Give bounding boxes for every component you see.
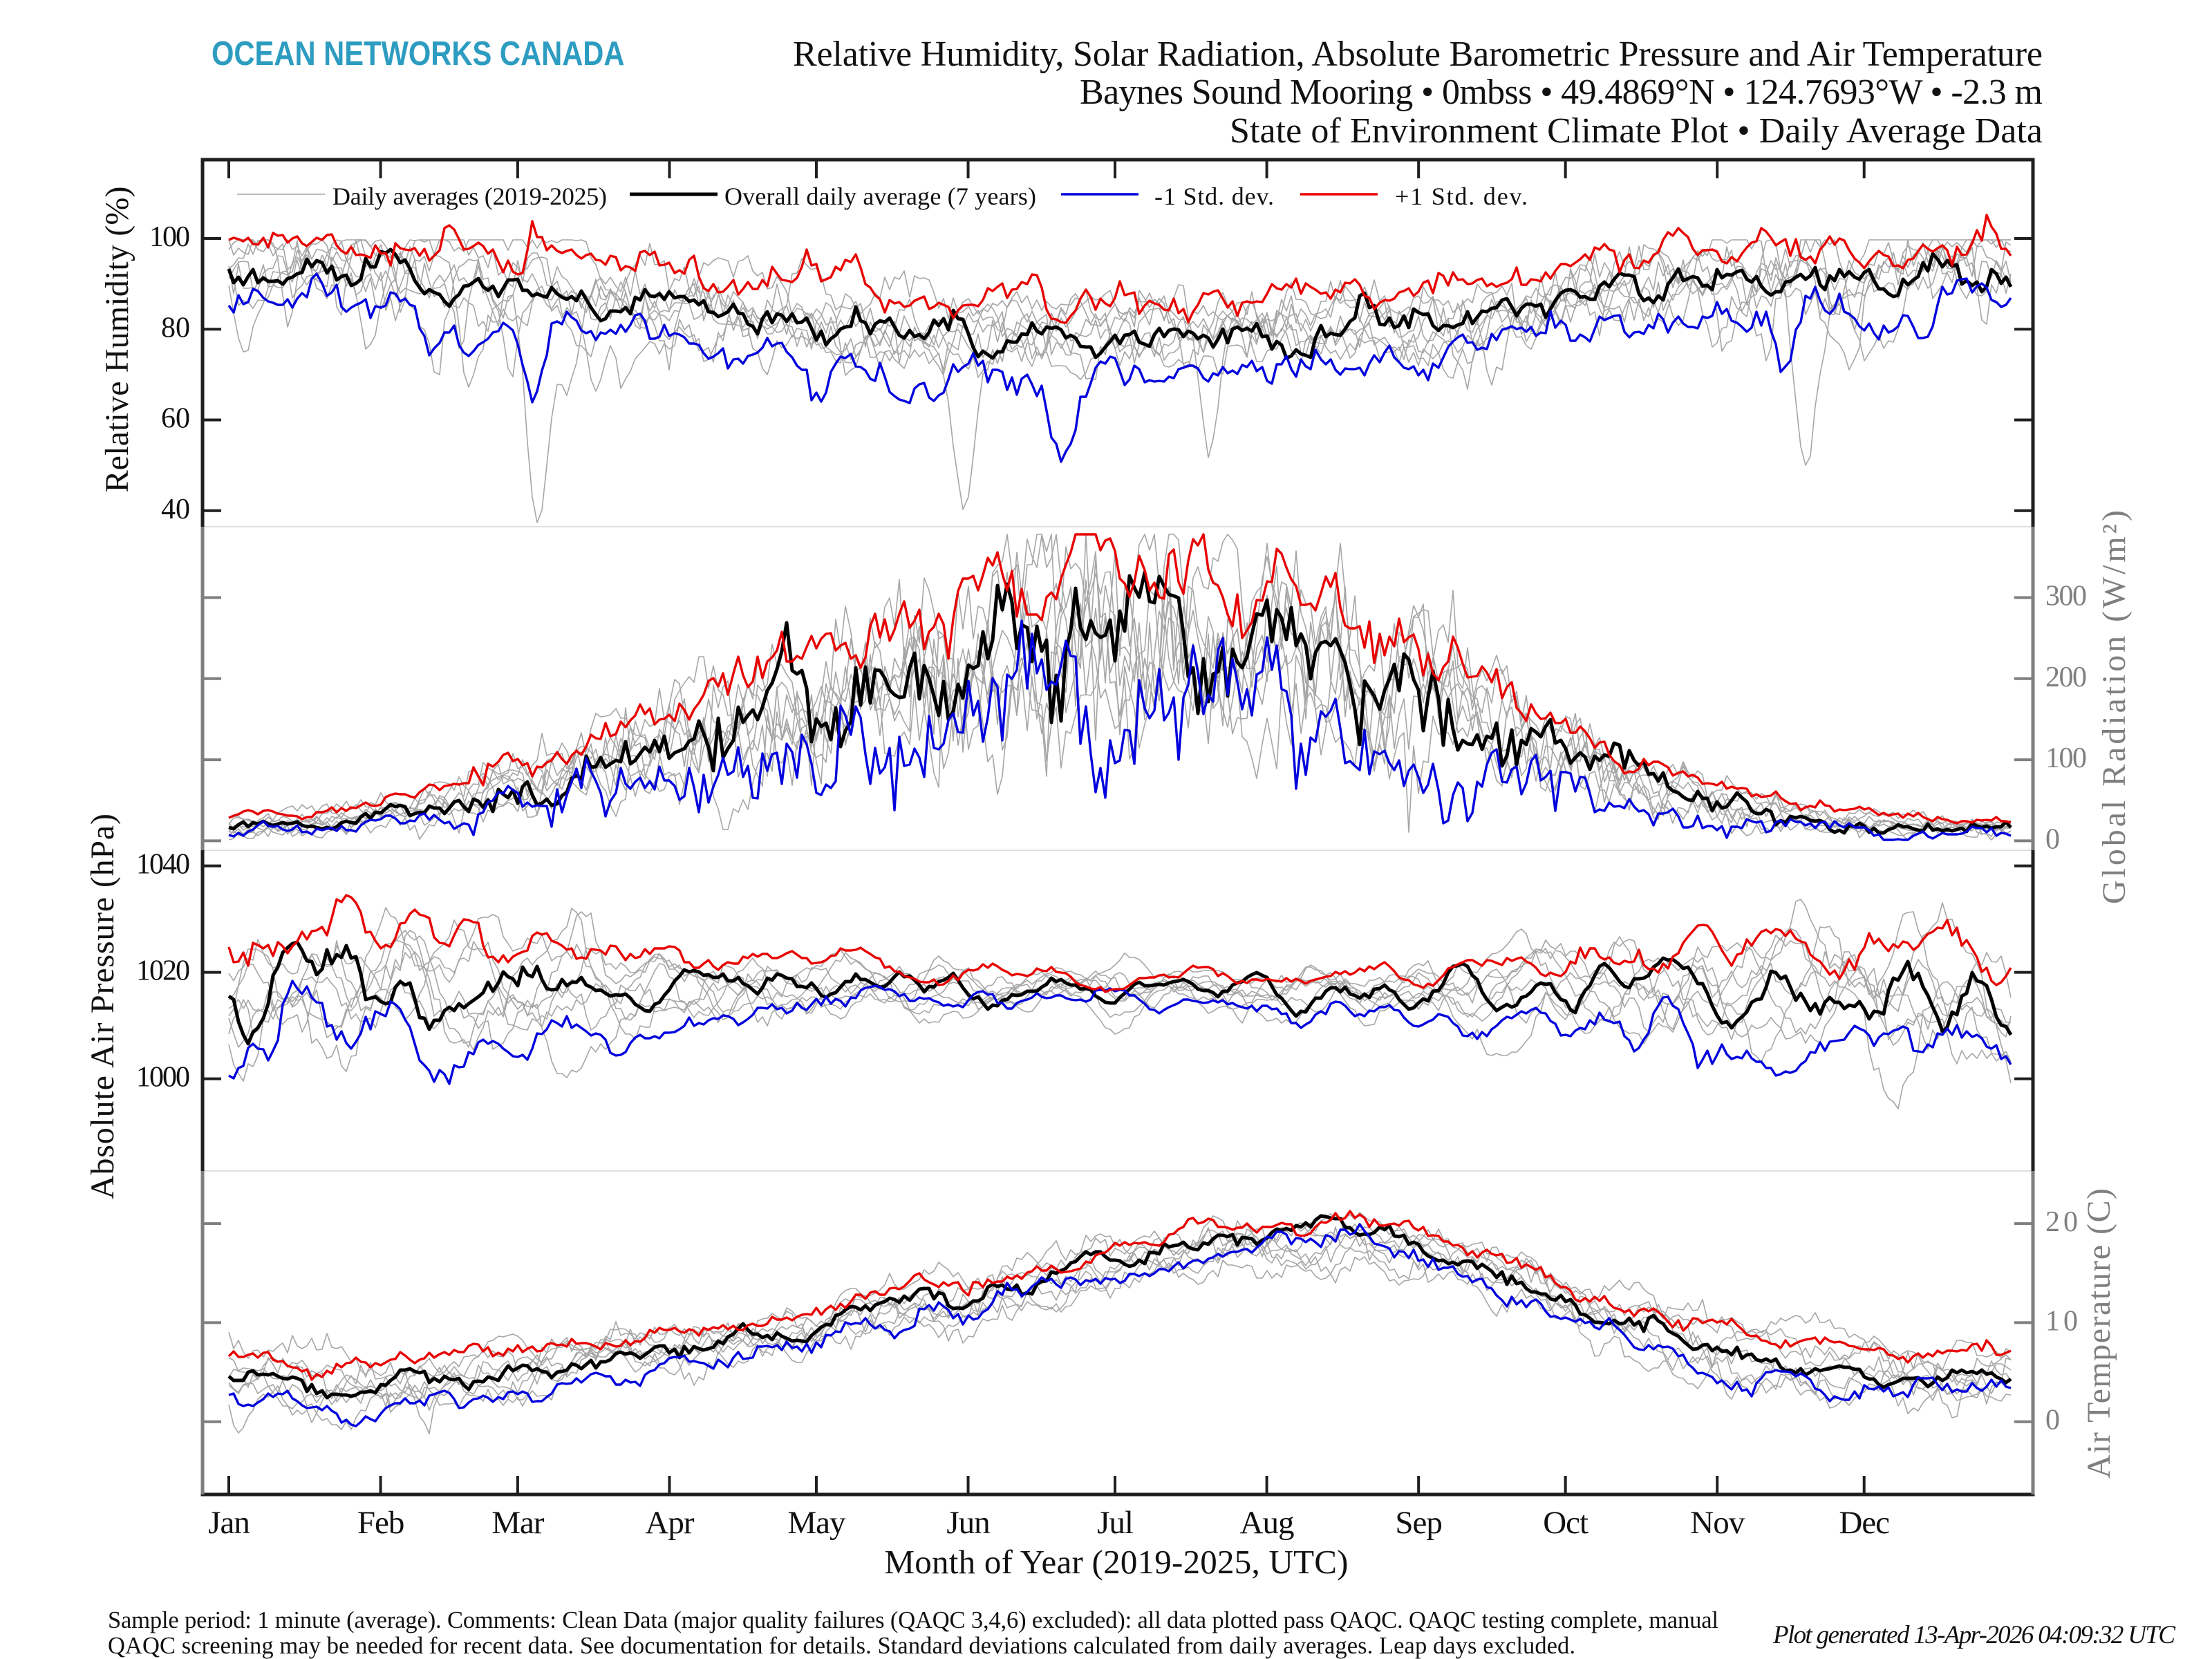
svg-text:Sep: Sep — [1395, 1505, 1442, 1541]
svg-text:Air Temperature (C): Air Temperature (C) — [2081, 1188, 2117, 1479]
svg-text:80: 80 — [161, 312, 190, 344]
svg-text:QAQC screening may be needed f: QAQC screening may be needed for recent … — [108, 1633, 1575, 1659]
svg-text:State of Environment Climate P: State of Environment Climate Plot • Dail… — [1230, 111, 2043, 151]
svg-text:Oct: Oct — [1543, 1505, 1588, 1541]
svg-text:Overall daily average (7 years: Overall daily average (7 years) — [724, 182, 1036, 210]
svg-text:Month of Year (2019-2025, UTC): Month of Year (2019-2025, UTC) — [885, 1543, 1349, 1581]
svg-text:Global Radiation (W/m²): Global Radiation (W/m²) — [2096, 510, 2133, 904]
svg-text:200: 200 — [2045, 662, 2087, 693]
svg-text:60: 60 — [161, 403, 190, 435]
svg-text:0: 0 — [2045, 823, 2060, 855]
svg-text:Dec: Dec — [1839, 1505, 1889, 1541]
svg-text:40: 40 — [161, 494, 190, 525]
svg-text:Nov: Nov — [1690, 1505, 1745, 1541]
svg-text:Jul: Jul — [1097, 1505, 1134, 1541]
svg-text:Jan: Jan — [208, 1505, 250, 1541]
svg-text:Sample period: 1 minute (avera: Sample period: 1 minute (average). Comme… — [108, 1607, 1718, 1633]
svg-text:Apr: Apr — [645, 1505, 694, 1541]
svg-text:1000: 1000 — [136, 1062, 190, 1094]
svg-text:-1 Std. dev.: -1 Std. dev. — [1154, 182, 1274, 210]
svg-text:0: 0 — [2045, 1405, 2060, 1436]
svg-text:Plot generated 13-Apr-2026 04:: Plot generated 13-Apr-2026 04:09:32 UTC — [1772, 1621, 2176, 1649]
svg-text:Relative Humidity (%): Relative Humidity (%) — [99, 187, 135, 493]
svg-text:1040: 1040 — [136, 849, 190, 881]
svg-text:1020: 1020 — [136, 955, 190, 987]
svg-text:Relative Humidity, Solar Radia: Relative Humidity, Solar Radiation, Abso… — [793, 35, 2043, 74]
svg-text:Aug: Aug — [1240, 1505, 1294, 1541]
svg-text:100: 100 — [2045, 742, 2087, 774]
svg-text:Absolute Air Pressure (hPa): Absolute Air Pressure (hPa) — [84, 814, 121, 1199]
svg-text:Daily averages (2019-2025): Daily averages (2019-2025) — [332, 182, 607, 210]
svg-text:+1 Std. dev.: +1 Std. dev. — [1395, 182, 1528, 210]
svg-text:OCEAN NETWORKS CANADA: OCEAN NETWORKS CANADA — [212, 35, 625, 73]
svg-text:Jun: Jun — [946, 1505, 990, 1541]
svg-text:100: 100 — [149, 221, 190, 253]
svg-text:May: May — [787, 1505, 846, 1541]
svg-text:Feb: Feb — [357, 1505, 404, 1541]
svg-text:Mar: Mar — [491, 1505, 545, 1541]
svg-text:300: 300 — [2045, 581, 2087, 612]
svg-text:Baynes Sound Mooring • 0mbss •: Baynes Sound Mooring • 0mbss • 49.4869°N… — [1080, 73, 2043, 112]
